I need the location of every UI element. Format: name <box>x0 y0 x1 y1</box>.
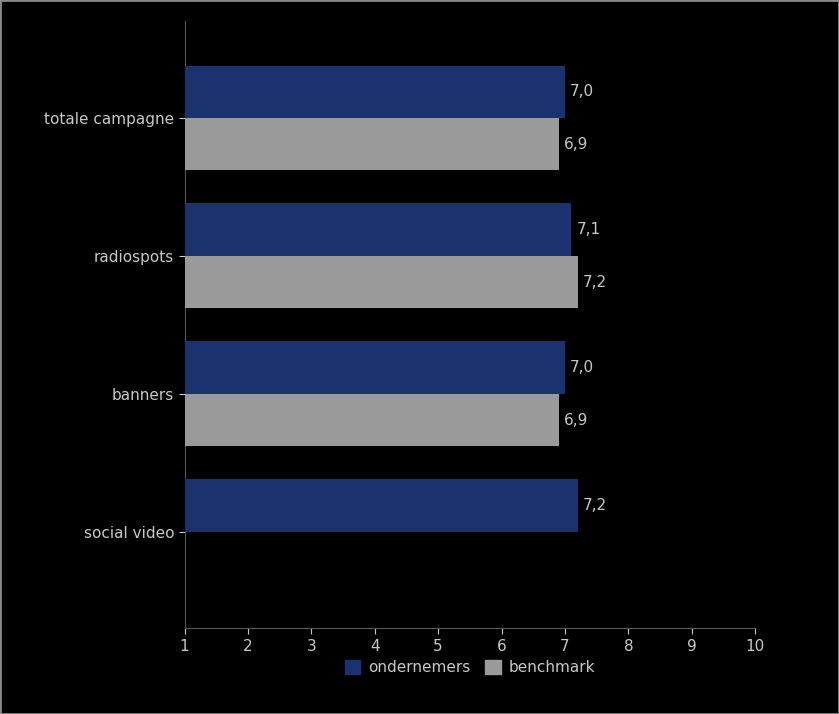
Text: 7,0: 7,0 <box>570 84 594 99</box>
Bar <box>185 394 559 446</box>
Bar <box>185 118 559 171</box>
Text: 7,2: 7,2 <box>582 498 607 513</box>
Legend: ondernemers, benchmark: ondernemers, benchmark <box>339 654 601 681</box>
Bar <box>185 479 577 532</box>
Text: 6,9: 6,9 <box>564 136 588 151</box>
Bar <box>185 66 565 118</box>
Text: 7,0: 7,0 <box>570 360 594 375</box>
Bar <box>185 341 565 394</box>
Bar <box>185 256 577 308</box>
Text: 6,9: 6,9 <box>564 413 588 428</box>
Bar <box>185 203 571 256</box>
Text: 7,1: 7,1 <box>576 222 601 237</box>
Text: 7,2: 7,2 <box>582 275 607 290</box>
